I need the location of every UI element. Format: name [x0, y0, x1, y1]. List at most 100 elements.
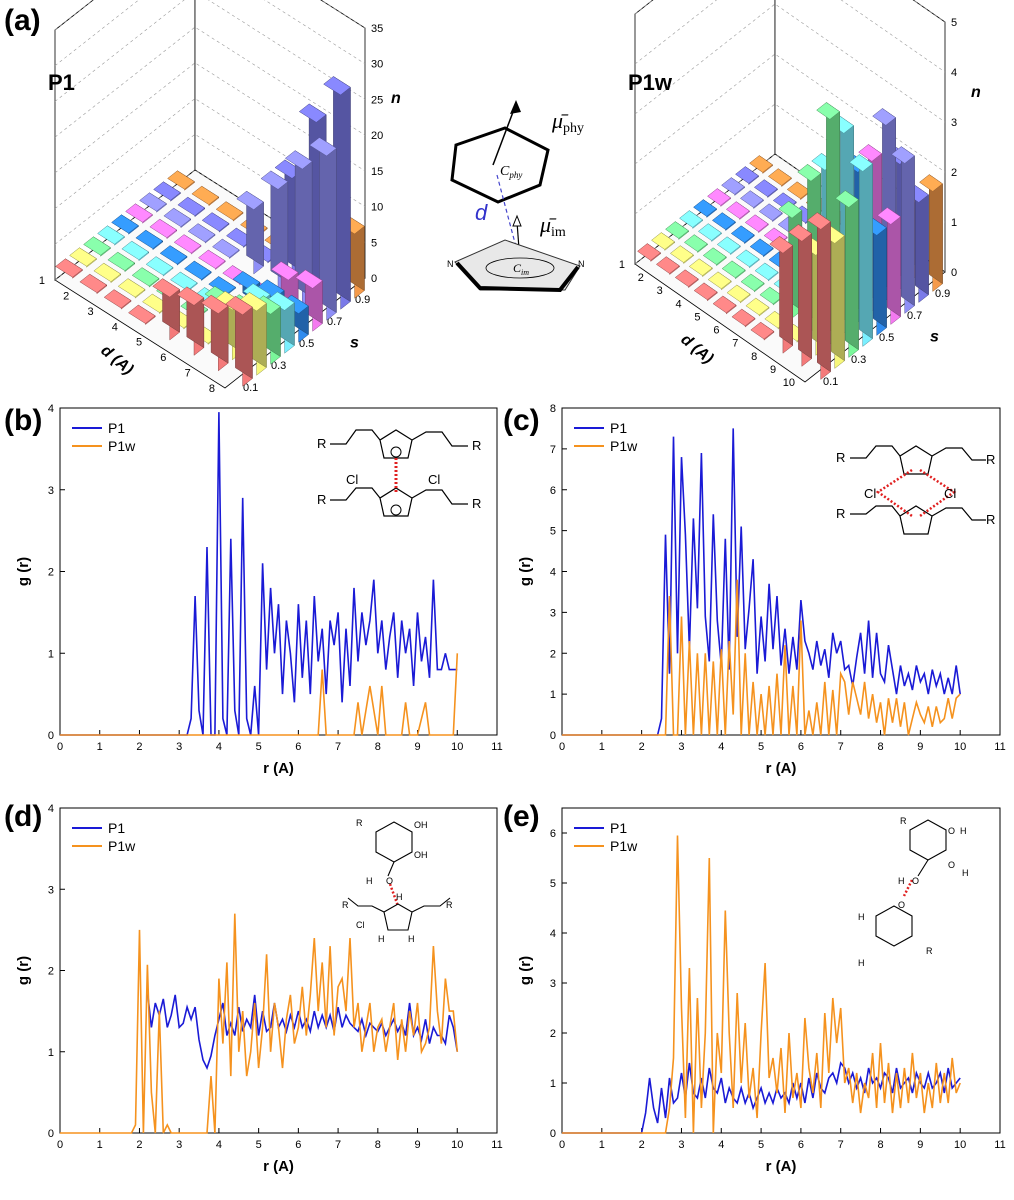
bar-d6-s0.1 [176, 286, 205, 356]
d-tick-label: 1 [39, 275, 45, 287]
n-tick-label: 5 [371, 237, 377, 249]
floor-tile [135, 229, 164, 251]
chem-d-cl: Cl [356, 920, 365, 930]
x-tick-label: 3 [678, 741, 684, 753]
bar-top-face [167, 170, 195, 190]
x-tick-label: 9 [414, 1139, 420, 1151]
x-tick-label: 7 [335, 1139, 341, 1151]
floor-tile [97, 225, 125, 246]
bar-top-face [711, 212, 736, 230]
y-tick-label: 4 [48, 403, 54, 415]
bar-top-face [849, 154, 873, 172]
bar-top-face [284, 150, 313, 170]
s-tick-label: 0.1 [823, 376, 838, 388]
legend-label-p1w: P1w [610, 438, 638, 454]
bar-top-face [201, 212, 230, 232]
wall-gridline [54, 0, 366, 66]
x-tick-label: 4 [718, 741, 724, 753]
y-axis-label: g (r) [15, 557, 32, 586]
floor-tile [683, 234, 708, 254]
bar-top-face [679, 210, 703, 228]
x-tick-label: 7 [838, 1139, 844, 1151]
y-tick-label: 5 [550, 526, 556, 538]
x-tick-label: 6 [798, 1139, 804, 1151]
x-tick-label: 2 [639, 741, 645, 753]
bar-d7-s0.7 [284, 150, 313, 306]
bar-top-face [93, 262, 122, 282]
floor-tile [702, 247, 727, 267]
bar-top-face [735, 166, 759, 184]
series-line-p1w [60, 653, 459, 736]
bar-top-face [688, 258, 713, 276]
bar-top-face [749, 238, 774, 257]
floor-tile [693, 199, 717, 218]
n-tick-label: 10 [371, 202, 383, 214]
bar-top-face [103, 289, 132, 309]
y-tick-label: 7 [550, 444, 556, 456]
y-tick-label: 1 [550, 689, 556, 701]
floor-tile [55, 258, 83, 279]
bar-top-face [79, 273, 108, 293]
s-tick-label: 0.3 [271, 360, 286, 372]
n-tick-label: 20 [371, 130, 383, 142]
x-tick-label: 8 [877, 1139, 883, 1151]
chem-d-r: R [356, 818, 363, 828]
bar-top-face [872, 108, 897, 126]
x-tick-label: 11 [994, 741, 1005, 753]
bar-d10-s0.7 [891, 146, 915, 314]
x-axis-label: r (A) [766, 760, 797, 777]
x-tick-label: 3 [678, 1139, 684, 1151]
bar-d8-s0.4 [267, 291, 295, 354]
floor-tile [215, 201, 244, 222]
bar-d8-s0.6 [295, 269, 323, 332]
legend-label-p1: P1 [108, 820, 125, 836]
n-tick-label: 15 [371, 166, 383, 178]
bar-top-face [726, 284, 751, 303]
x-tick-label: 4 [216, 741, 222, 753]
floor-tile [655, 256, 680, 276]
d-tick-label: 7 [732, 338, 738, 350]
bar-top-face [145, 256, 174, 276]
x-tick-label: 7 [838, 741, 844, 753]
y-tick-label: 2 [550, 1028, 556, 1040]
bar-top-face [735, 249, 760, 268]
x-tick-label: 8 [375, 741, 381, 753]
n-tick-label: 3 [951, 117, 957, 129]
x-tick-label: 6 [295, 741, 301, 753]
bar-top-face [693, 199, 717, 217]
floor-tile [167, 170, 195, 191]
panel-label-d: (d) [4, 800, 43, 833]
x-tick-label: 9 [917, 741, 923, 753]
series-line-p1w [562, 579, 961, 736]
y-tick-label: 2 [48, 966, 54, 978]
y-tick-label: 1 [48, 648, 54, 660]
s-tick-label: 0.7 [327, 316, 342, 328]
s-tick-label: 0.1 [243, 382, 258, 394]
floor-tile [198, 249, 226, 271]
mu-phy-arrow [492, 103, 517, 166]
d-tick-label: 8 [209, 383, 215, 395]
chem-e-o2: O [948, 860, 955, 870]
d-tick-label: 4 [676, 298, 682, 310]
bar-top-face [797, 164, 822, 182]
floor-tile [201, 212, 230, 233]
bar-top-face [744, 214, 769, 232]
n-tick-label: 1 [951, 217, 957, 229]
floor-tile [693, 282, 718, 302]
x-tick-label: 8 [375, 1139, 381, 1151]
bar-top-face [753, 179, 778, 197]
x-tick-label: 11 [994, 1139, 1005, 1151]
chem-b-r1: R [317, 436, 326, 451]
bar-top-face [212, 238, 240, 258]
bar-top-face [707, 271, 732, 290]
bar-d8-s0.1 [225, 295, 253, 387]
bar-top-face [758, 203, 783, 221]
bar-d7-s0.1 [200, 294, 229, 372]
bar-d10-s0.2 [821, 226, 845, 369]
y-tick-label: 5 [550, 878, 556, 890]
bar-top-face [693, 282, 718, 301]
x-tick-label: 1 [97, 1139, 103, 1151]
bar-d9-s0.1 [788, 223, 813, 367]
d-tick-label: 5 [694, 311, 700, 323]
